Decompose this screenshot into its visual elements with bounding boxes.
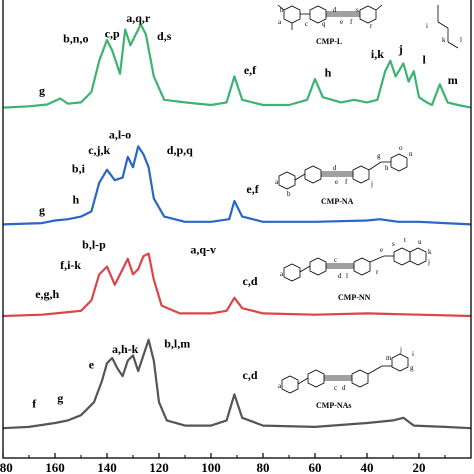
- peak-label: e,f: [246, 182, 259, 196]
- structure-name: CMP-NN: [338, 293, 371, 302]
- peak-label: f: [32, 396, 37, 410]
- svg-text:b: b: [287, 190, 291, 198]
- svg-text:d: d: [342, 384, 346, 392]
- x-tick-label: 100: [201, 460, 221, 474]
- svg-text:l: l: [346, 272, 348, 280]
- svg-text:m: m: [386, 354, 392, 362]
- svg-text:s: s: [392, 240, 395, 248]
- svg-text:c: c: [334, 384, 337, 392]
- spectra-layer: [2, 23, 472, 430]
- svg-text:s: s: [356, 6, 359, 14]
- x-tick-label: 80: [257, 460, 270, 474]
- peak-label: a,q,r: [126, 11, 151, 25]
- peak-label: b,n,o: [63, 32, 88, 46]
- peak-label: c,j,k: [88, 143, 110, 157]
- peak-label: b,l,m: [164, 337, 190, 351]
- svg-text:g: g: [377, 152, 381, 160]
- peak-label: g: [57, 391, 63, 405]
- structure-cmp-l: a b c q d e f s r CMP-L i k l: [277, 4, 462, 49]
- svg-text:k: k: [428, 248, 432, 256]
- x-tick-label: 40: [361, 460, 374, 474]
- peak-label: m: [448, 73, 458, 87]
- peak-label: g: [39, 203, 45, 217]
- svg-text:i: i: [412, 350, 414, 358]
- svg-text:r: r: [376, 268, 379, 276]
- peak-label: a,q-v: [190, 243, 216, 257]
- structure-name: CMP-NA: [321, 197, 354, 206]
- svg-text:d: d: [338, 272, 342, 280]
- structure-name: CMP-NAs: [316, 401, 352, 410]
- svg-text:j: j: [427, 258, 430, 266]
- svg-text:d: d: [333, 6, 337, 14]
- x-tick-label: 20: [413, 460, 426, 474]
- peak-label: f,i-k: [60, 258, 81, 272]
- svg-text:a: a: [275, 178, 279, 186]
- peak-label: g: [39, 84, 45, 98]
- peak-label: i,k: [371, 47, 384, 61]
- peak-label: b,i: [72, 161, 86, 175]
- x-tick-label: 180: [0, 460, 13, 474]
- svg-text:t: t: [404, 236, 406, 244]
- svg-text:h: h: [385, 164, 389, 172]
- peak-label: h: [325, 65, 332, 79]
- peak-label: j: [398, 42, 403, 56]
- peak-label: d,s: [157, 29, 172, 43]
- spectrum-cmp-l: [2, 23, 472, 109]
- spectrum-cmp-nas: [2, 338, 472, 430]
- peak-label: c,d: [243, 274, 258, 288]
- peak-label: l: [423, 52, 427, 66]
- peak-label: a,h-k: [112, 342, 139, 356]
- svg-text:f: f: [345, 178, 348, 186]
- svg-text:b: b: [280, 6, 284, 14]
- svg-text:i: i: [426, 22, 428, 30]
- svg-text:u: u: [418, 238, 422, 246]
- peak-label: e,g,h: [35, 287, 59, 301]
- svg-text:j: j: [370, 180, 373, 188]
- svg-text:q: q: [322, 20, 326, 28]
- svg-text:e: e: [380, 246, 383, 254]
- peak-label: e,f: [244, 63, 257, 77]
- svg-text:d: d: [333, 164, 337, 172]
- structure-cmp-nas: a c d i j m g CMP-NAs: [278, 346, 414, 410]
- peak-label: e: [89, 357, 95, 371]
- svg-text:a: a: [278, 18, 282, 26]
- structure-name: CMP-L: [316, 37, 342, 46]
- peak-label: a,l-o: [109, 128, 131, 142]
- x-tick-label: 120: [149, 460, 169, 474]
- x-axis: 180 160 140 120 100 80 60 40 20: [0, 453, 446, 474]
- svg-text:k: k: [442, 36, 446, 44]
- svg-text:a: a: [278, 382, 282, 390]
- svg-text:j: j: [399, 346, 402, 354]
- svg-text:l: l: [460, 36, 462, 44]
- svg-text:a: a: [280, 270, 284, 278]
- structure-cmp-nn: a c d l e s t u k j r CMP-NN: [280, 236, 432, 302]
- peak-label: d,p,q: [167, 143, 193, 157]
- x-tick-label: 60: [309, 460, 322, 474]
- peak-label: c,d: [243, 368, 258, 382]
- svg-text:f: f: [350, 18, 353, 26]
- svg-text:c: c: [305, 20, 308, 28]
- peak-label: b,l-p: [82, 237, 106, 251]
- spectrum-cmp-na: [2, 145, 472, 226]
- spectrum-cmp-nn: [2, 252, 472, 318]
- svg-text:g: g: [410, 364, 414, 372]
- x-tick-label: 140: [97, 460, 117, 474]
- svg-text:e: e: [340, 18, 343, 26]
- peak-label: c,p: [105, 26, 120, 40]
- peak-label: h: [72, 193, 79, 207]
- x-tick-label: 160: [45, 460, 65, 474]
- svg-text:o: o: [399, 144, 403, 152]
- svg-text:r: r: [370, 22, 373, 30]
- svg-text:n: n: [409, 150, 413, 158]
- svg-text:c: c: [334, 256, 337, 264]
- svg-text:e: e: [335, 178, 338, 186]
- peak-labels-layer: a,q,r b,n,o c,p d,s g e,f h i,k j l m a,l-o b,ic,j,k…: [32, 11, 458, 411]
- structure-cmp-na: a b d e f g h j n o CMP-NA: [275, 144, 413, 206]
